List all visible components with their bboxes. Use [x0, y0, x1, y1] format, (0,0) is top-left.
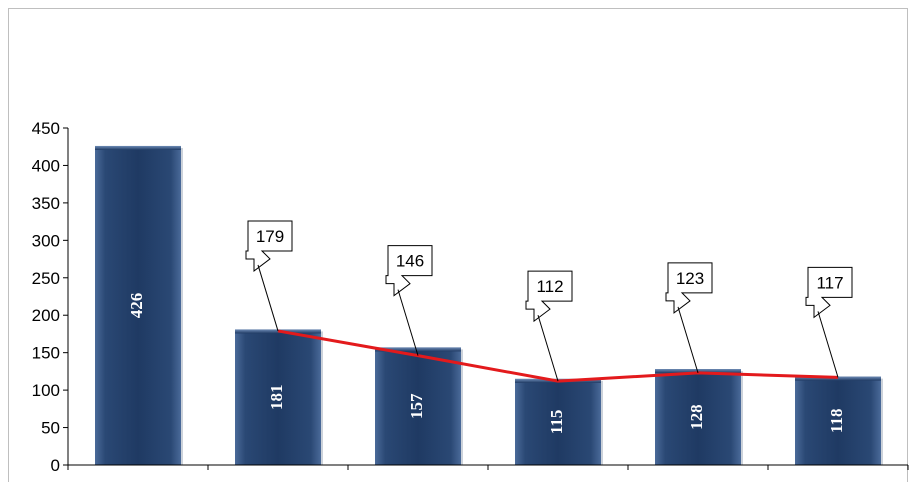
- bars: 426 181 157 115 128 118: [95, 145, 883, 465]
- callout-box: [245, 220, 293, 272]
- x-tick-label: 2017 г.: [257, 481, 299, 483]
- callout: 123: [665, 262, 713, 374]
- bar-value-label: 118: [827, 409, 846, 434]
- callout: 112: [525, 270, 573, 382]
- y-tick-label: 450: [32, 119, 60, 138]
- callout: 117: [805, 266, 853, 378]
- callout-box: [385, 245, 433, 297]
- y-tick-label: 350: [32, 194, 60, 213]
- y-tick-label: 100: [32, 381, 60, 400]
- bar-top-highlight: [795, 376, 881, 381]
- bar: [235, 329, 321, 465]
- callout-box: [805, 266, 853, 319]
- bar: [795, 376, 881, 465]
- bar-value-label: 157: [407, 393, 426, 419]
- bar-value-label: 115: [547, 410, 566, 435]
- bar: [375, 347, 461, 465]
- y-tick-label: 150: [32, 344, 60, 363]
- y-tick-label: 400: [32, 156, 60, 175]
- x-axis: 2016 г. 2017 г. 2018 г. 2019 г. 2020 г. 2021 …: [67, 464, 909, 483]
- callout-value: 117: [816, 273, 843, 292]
- y-tick-label: 0: [51, 456, 60, 475]
- callout-leader: [397, 289, 419, 356]
- x-tick-label: 2020 г.: [677, 481, 719, 483]
- x-tick-label: 2019 г.: [537, 481, 579, 483]
- callout-leader: [257, 264, 279, 332]
- trend-line: [277, 329, 839, 383]
- bar: [655, 369, 741, 465]
- callout-value: 123: [676, 269, 704, 288]
- x-tick-label: 2018 г.: [397, 481, 439, 483]
- bar-value-label: 181: [267, 384, 286, 410]
- bar-top-highlight: [375, 347, 461, 352]
- y-tick-label: 250: [32, 269, 60, 288]
- callout-value: 179: [256, 227, 284, 246]
- chart-frame: [8, 8, 908, 482]
- bar-value-label: 426: [127, 293, 146, 319]
- y-axis: 0 50 100 150 200 250 300 350 400 450: [32, 119, 69, 475]
- callout-value: 112: [536, 277, 563, 296]
- x-tick-label: 2021 г.: [817, 481, 859, 483]
- y-tick-label: 200: [32, 306, 60, 325]
- callout-value: 146: [396, 252, 424, 271]
- callouts: 179 146 112 123 117: [245, 220, 853, 382]
- x-tick-label: 2016 г.: [117, 481, 159, 483]
- bar: [515, 378, 601, 465]
- callout-leader: [817, 311, 839, 378]
- trend-line-path: [277, 329, 839, 383]
- y-tick-label: 300: [32, 231, 60, 250]
- bar: [95, 145, 181, 465]
- bar-value-label: 128: [687, 404, 706, 430]
- callout-box: [525, 270, 573, 323]
- y-tick-label: 50: [41, 419, 60, 438]
- callout-box: [665, 262, 713, 314]
- callout: 179: [245, 220, 293, 332]
- bar-top-highlight: [655, 369, 741, 374]
- callout-leader: [677, 306, 699, 374]
- callout: 146: [385, 245, 433, 356]
- bar-top-highlight: [95, 145, 181, 150]
- callout-leader: [537, 314, 559, 382]
